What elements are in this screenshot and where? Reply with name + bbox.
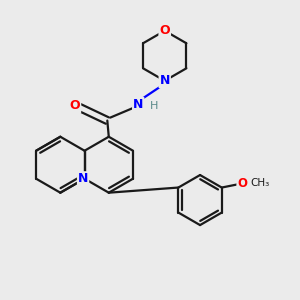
Text: N: N <box>78 172 88 185</box>
Text: O: O <box>159 24 170 37</box>
Text: O: O <box>70 99 80 112</box>
Text: N: N <box>133 98 143 111</box>
Text: CH₃: CH₃ <box>250 178 270 188</box>
Text: N: N <box>160 74 170 87</box>
Text: O: O <box>237 177 247 190</box>
Text: H: H <box>150 101 159 111</box>
